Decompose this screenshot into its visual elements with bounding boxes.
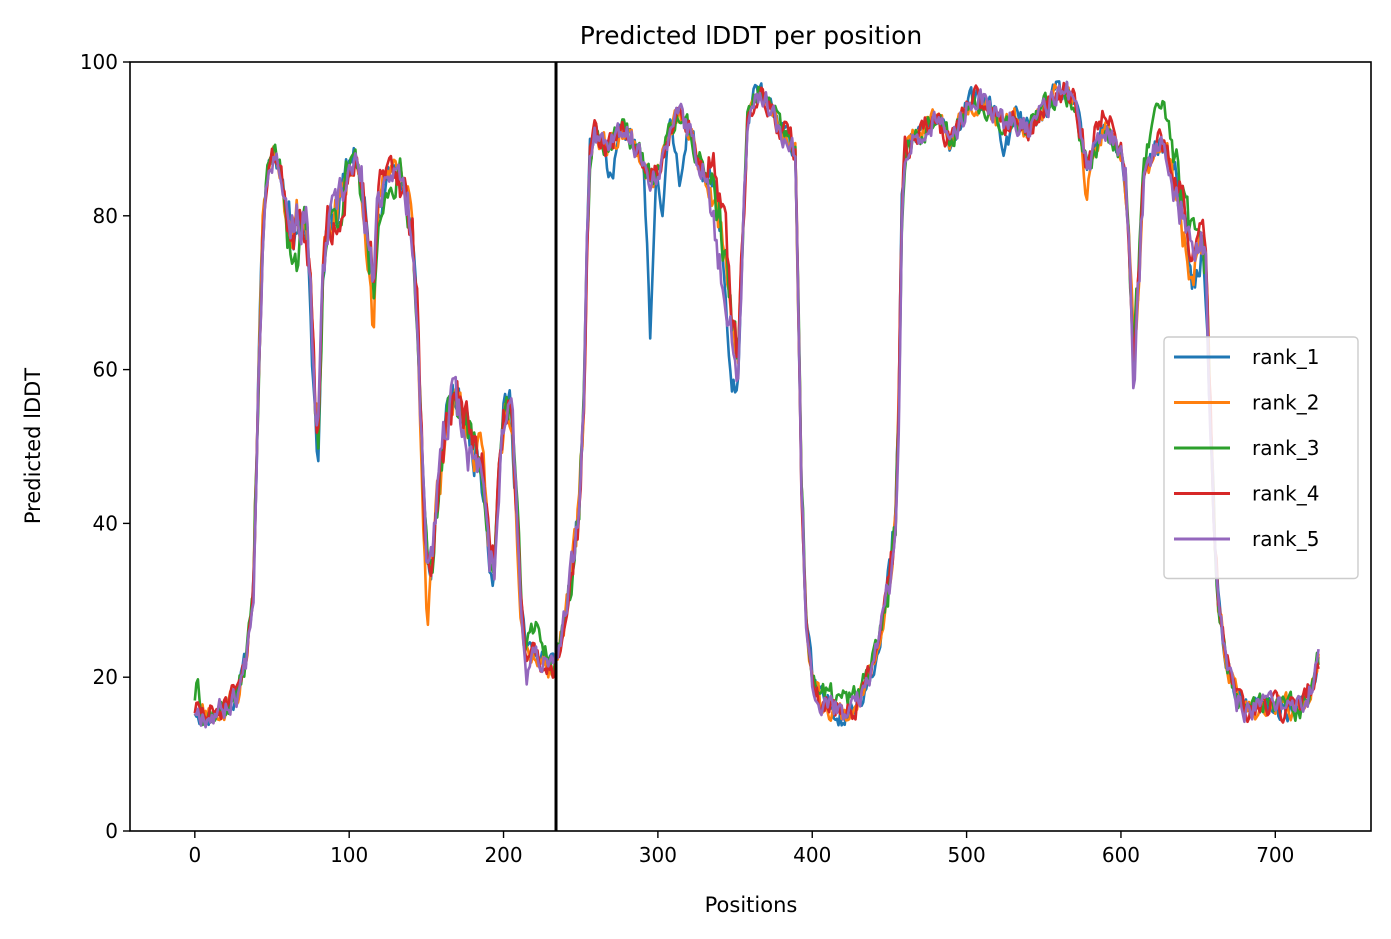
x-tick-label: 300: [639, 843, 677, 867]
x-tick-label: 500: [948, 843, 986, 867]
series-layer: [193, 80, 1320, 729]
legend-label-rank_3: rank_3: [1252, 436, 1319, 460]
legend-box: [1163, 336, 1359, 580]
chart-title: Predicted lDDT per position: [580, 21, 922, 50]
x-axis-label: Positions: [705, 893, 798, 917]
x-tick-label: 200: [484, 843, 522, 867]
y-tick-label: 20: [93, 665, 118, 689]
y-axis-ticks: 0 20 40 60 80 100: [80, 50, 130, 843]
legend: rank_1 rank_2 rank_3 rank_4 rank_5: [1163, 336, 1359, 580]
y-axis-label: Predicted lDDT: [21, 368, 45, 524]
x-tick-label: 600: [1102, 843, 1140, 867]
x-tick-label: 100: [330, 843, 368, 867]
y-tick-label: 60: [93, 358, 118, 382]
legend-label-rank_4: rank_4: [1252, 482, 1319, 506]
legend-label-rank_1: rank_1: [1252, 345, 1319, 369]
series-line-rank_5: [193, 80, 1320, 729]
plot-frame: [129, 61, 1372, 832]
y-tick-label: 0: [105, 819, 118, 843]
x-axis-ticks: 0 100 200 300 400 500 600 700: [188, 831, 1294, 867]
legend-label-rank_2: rank_2: [1252, 391, 1319, 415]
x-tick-label: 0: [188, 843, 201, 867]
y-tick-label: 40: [93, 511, 118, 535]
x-tick-label: 400: [793, 843, 831, 867]
x-tick-label: 700: [1256, 843, 1294, 867]
legend-label-rank_5: rank_5: [1252, 527, 1319, 551]
y-tick-label: 80: [93, 204, 118, 228]
y-tick-label: 100: [80, 50, 118, 74]
